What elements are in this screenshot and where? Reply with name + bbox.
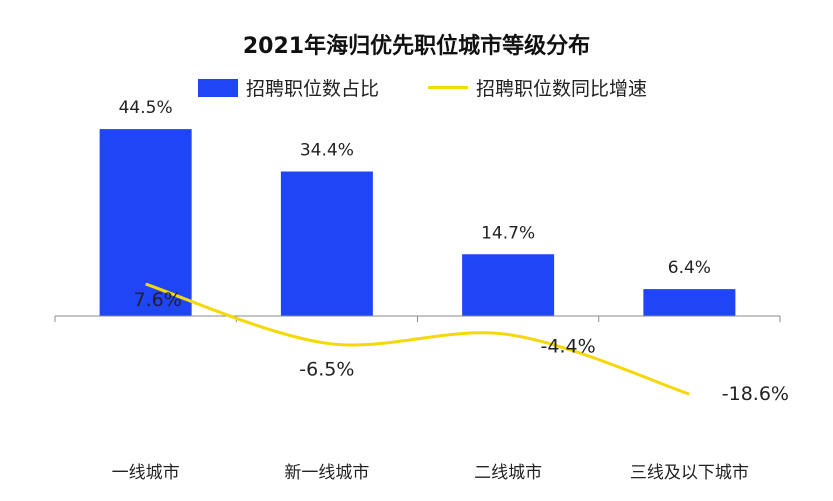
bar xyxy=(643,289,736,316)
legend: 招聘职位数占比 招聘职位数同比增速 xyxy=(0,74,833,104)
line-value-label: 7.6% xyxy=(133,289,181,311)
legend-bar-swatch xyxy=(198,78,238,97)
x-tick-label: 一线城市 xyxy=(112,463,180,483)
x-tick-label: 三线及以下城市 xyxy=(630,463,749,483)
line-value-label: -18.6% xyxy=(722,383,789,405)
bar-value-label: 44.5% xyxy=(119,98,173,118)
legend-item-line: 招聘职位数同比增速 xyxy=(428,74,647,101)
x-tick-label: 新一线城市 xyxy=(284,463,369,483)
bar xyxy=(280,171,373,316)
bar-value-label: 14.7% xyxy=(481,223,535,243)
legend-label-line: 招聘职位数同比增速 xyxy=(476,78,648,100)
legend-item-bar: 招聘职位数占比 xyxy=(198,74,379,101)
bar xyxy=(462,254,555,316)
legend-line-swatch xyxy=(428,86,468,89)
line-value-label: -6.5% xyxy=(299,358,354,380)
bar-value-label: 6.4% xyxy=(668,258,711,278)
x-tick-label: 二线城市 xyxy=(474,463,542,483)
growth-line xyxy=(145,282,690,396)
line-value-label: -4.4% xyxy=(541,335,596,357)
bar xyxy=(99,129,192,316)
legend-label-bar: 招聘职位数占比 xyxy=(246,78,380,100)
chart-title: 2021年海归优先职位城市等级分布 xyxy=(242,34,591,59)
bar-value-label: 34.4% xyxy=(300,141,354,161)
